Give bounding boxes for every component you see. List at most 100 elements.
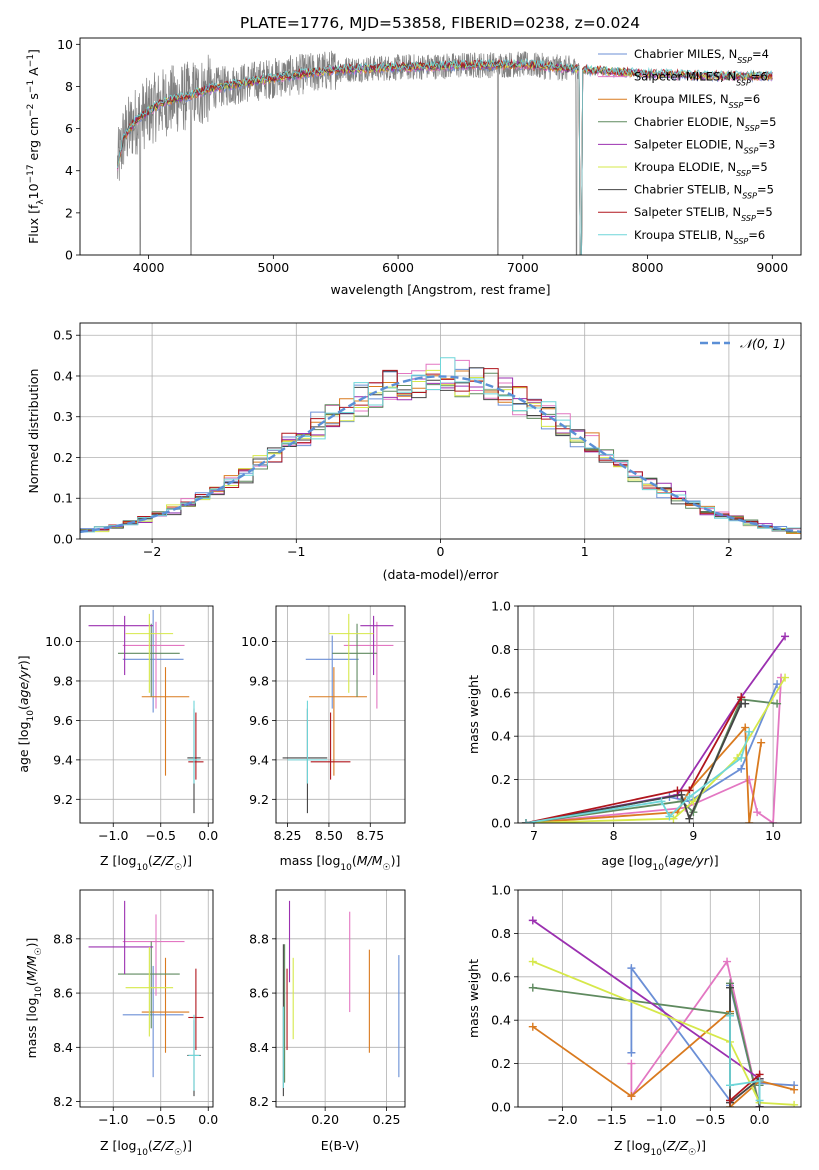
- y-tick-label: 0.6: [491, 685, 511, 700]
- plot-area: [88, 900, 204, 1097]
- y-tick-label: 0.5: [53, 328, 73, 343]
- plot-area: [88, 609, 204, 814]
- x-axis-label: (data-model)/error: [383, 567, 500, 582]
- y-tick-label: 10: [57, 37, 73, 52]
- y-tick-label: 1.0: [491, 599, 511, 614]
- residuals-panel: −2 −1 0 1 2 0.0 0.1 0.2 0.3 0.4 0.5 𝒩(0, 1) (data-mo…: [26, 322, 802, 582]
- legend-label: Chabrier MILES, NSSP=4: [634, 47, 769, 65]
- series-marker: [757, 738, 766, 747]
- mass-vs-ebv-panel: 0.20 0.25 8.2 8.4 8.6 8.8 E(B-V): [249, 889, 406, 1153]
- x-tick-label: 6000: [382, 260, 414, 275]
- series-marker: [745, 819, 754, 823]
- series-marker: [726, 983, 735, 992]
- x-tick-label: −1: [287, 544, 305, 559]
- series-marker: [741, 699, 750, 708]
- y-tick-label: 0.2: [491, 1056, 511, 1071]
- series-marker: [781, 673, 790, 682]
- series-marker: [745, 727, 754, 736]
- series-marker: [723, 957, 732, 966]
- x-tick-label: −1.0: [646, 1112, 676, 1127]
- series-line-3: [532, 983, 761, 1107]
- series-marker: [726, 1096, 735, 1105]
- x-axis-label: Z [log10(Z/Z☉)]: [100, 1138, 192, 1158]
- series-marker: [528, 916, 537, 925]
- y-tick-label: 9.6: [249, 713, 269, 728]
- y-tick-label: 8.4: [249, 1040, 269, 1055]
- series-marker: [755, 1096, 764, 1105]
- x-tick-label: −0.5: [146, 1112, 176, 1127]
- model-spectrum-8: [116, 58, 773, 255]
- x-tick-label: 10: [765, 828, 781, 843]
- plot-area: [282, 900, 400, 1097]
- plot-area: [116, 50, 773, 255]
- mass-weight-z-panel: −2.0 −1.5 −1.0 −0.5 0.0 0.0 0.2 0.4 0.6 0.8 1.0 mas…: [466, 883, 802, 1158]
- series-marker: [627, 1092, 636, 1101]
- x-tick-label: −1.5: [596, 1112, 626, 1127]
- x-tick-label: −1.0: [98, 1112, 128, 1127]
- plot-area: [80, 357, 801, 534]
- series-marker: [773, 699, 782, 708]
- x-tick-label: 2: [725, 544, 733, 559]
- series-marker: [773, 680, 782, 689]
- y-tick-label: 0.8: [491, 926, 511, 941]
- mass-weight-age-panel: 7 8 9 10 0.0 0.2 0.4 0.6 0.8 1.0 mass weight age [l…: [466, 599, 802, 873]
- series-marker: [528, 1022, 537, 1031]
- y-tick-label: 8.8: [53, 931, 73, 946]
- y-tick-label: 0.0: [491, 816, 511, 831]
- series-marker: [627, 1048, 636, 1057]
- x-axis-label: E(B-V): [321, 1138, 360, 1153]
- plot-area: [528, 916, 799, 1107]
- x-axis-label: Z [log10(Z/Z☉)]: [100, 853, 192, 873]
- x-tick-label: 4000: [133, 260, 165, 275]
- legend-label: Kroupa STELIB, NSSP=6: [634, 228, 765, 246]
- series-marker: [665, 812, 674, 821]
- y-tick-label: 8.6: [53, 986, 73, 1001]
- series-line-8: [525, 731, 751, 823]
- series-marker: [741, 723, 750, 732]
- y-tick-label: 9.2: [249, 792, 269, 807]
- series-marker: [673, 786, 682, 795]
- mass-vs-z-panel: −1.0 −0.5 0.0 8.2 8.4 8.6 8.8 Z [log10(Z/Z☉)] ma…: [24, 889, 218, 1158]
- axes-frame: [79, 605, 214, 824]
- series-line-3: [525, 698, 778, 823]
- model-spectrum-1: [116, 60, 773, 255]
- series-marker: [677, 790, 686, 799]
- series-marker: [528, 957, 537, 966]
- age-vs-z-panel: −1.0 −0.5 0.0 9.2 9.4 9.6 9.8 10.0 Z [log10(Z/Z☉…: [16, 605, 218, 873]
- y-tick-label: 8.6: [249, 986, 269, 1001]
- y-tick-label: 9.8: [249, 673, 269, 688]
- axes-frame: [275, 605, 406, 824]
- series-marker: [521, 819, 530, 823]
- x-tick-label: 1: [581, 544, 589, 559]
- x-tick-label: 8.75: [356, 828, 384, 843]
- axes-frame: [275, 889, 406, 1108]
- series-marker: [755, 1076, 764, 1085]
- y-axis-label: mass weight: [466, 959, 481, 1038]
- series-marker: [769, 819, 778, 823]
- series-marker: [627, 964, 636, 973]
- x-tick-label: 0.20: [311, 1112, 339, 1127]
- y-tick-label: 8.4: [53, 1040, 73, 1055]
- y-tick-label: 0.0: [53, 532, 73, 547]
- y-tick-label: 0.4: [491, 1013, 511, 1028]
- series-marker: [657, 797, 666, 806]
- x-tick-label: 8.50: [315, 828, 343, 843]
- x-tick-label: 0.0: [750, 1112, 770, 1127]
- y-tick-label: 8.2: [53, 1094, 73, 1109]
- x-axis-label: age [log10(age/yr)]: [601, 853, 718, 873]
- legend-label: Salpeter ELODIE, NSSP=3: [634, 137, 775, 155]
- axes-frame: [79, 889, 214, 1108]
- age-vs-mass-panel: 8.25 8.50 8.75 9.2 9.4 9.6 9.8 10.0 mass [log10(…: [241, 605, 406, 873]
- series-marker: [737, 764, 746, 773]
- y-tick-label: 0.4: [53, 368, 73, 383]
- legend-label: Chabrier ELODIE, NSSP=5: [634, 115, 776, 133]
- legend-label: 𝒩(0, 1): [740, 336, 786, 351]
- model-spectrum-4: [116, 59, 773, 255]
- y-tick-label: 0.6: [491, 969, 511, 984]
- series-marker: [781, 632, 790, 641]
- axes-frame: [517, 605, 802, 824]
- series-marker: [726, 1011, 735, 1020]
- legend-label: Salpeter MILES, NSSP=6: [634, 70, 768, 88]
- series-marker: [627, 1059, 636, 1068]
